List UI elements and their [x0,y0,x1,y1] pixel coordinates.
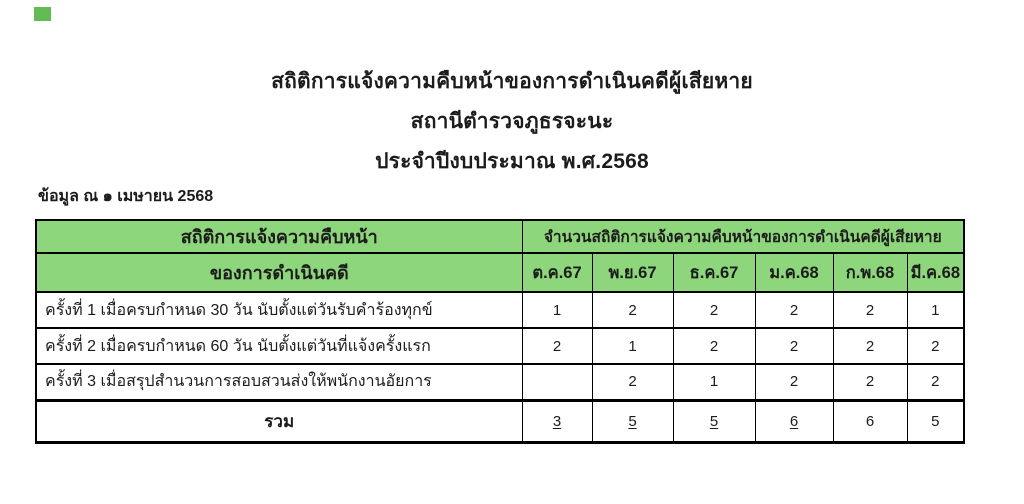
page-title-line3: ประจำปีงบประมาณ พ.ศ.2568 [375,150,649,173]
value-cell: 1 [906,291,966,329]
total-value-cell: 3 [521,398,593,444]
month-header-nov67: พ.ย.67 [591,252,674,293]
value-cell: 1 [521,291,593,329]
row-label: ครั้งที่ 1 เมื่อครบกำหนด 30 วัน นับตั้งแ… [35,291,523,329]
header-case-title: ของการดำเนินคดี [35,252,523,293]
green-corner-marker [34,7,51,21]
row-label: ครั้งที่ 3 เมื่อสรุปสำนวนการสอบสวนส่งให้… [35,363,523,401]
title-block: สถิติการแจ้งความคืบหน้าของการดำเนินคดีผู… [0,0,1024,182]
value-cell: 2 [754,363,834,401]
header-progress-title: สถิติการแจ้งความคืบหน้า [35,219,523,254]
month-header-feb68: ก.พ.68 [832,252,908,293]
table-row-1: ครั้งที่ 1 เมื่อครบกำหนด 30 วัน นับตั้งแ… [35,291,966,329]
value-cell: 2 [906,363,966,401]
month-header-jan68: ม.ค.68 [754,252,834,293]
value-cell: 1 [672,363,756,401]
value-cell: 2 [672,291,756,329]
value-cell: 2 [754,327,834,365]
total-value-cell: 5 [672,398,756,444]
value-cell: 2 [832,327,908,365]
header-span-title: จำนวนสถิติการแจ้งความคืบหน้าของการดำเนิน… [521,219,966,254]
stats-table-wrapper: สถิติการแจ้งความคืบหน้า จำนวนสถิติการแจ้… [35,219,966,444]
value-cell: 2 [754,291,834,329]
value-cell: 2 [591,291,674,329]
total-value-cell: 5 [906,398,966,444]
value-cell [521,363,593,401]
total-value-cell: 5 [591,398,674,444]
stats-table: สถิติการแจ้งความคืบหน้า จำนวนสถิติการแจ้… [35,219,966,444]
header-row-2: ของการดำเนินคดี ต.ค.67 พ.ย.67 ธ.ค.67 ม.ค… [35,252,966,293]
value-cell: 2 [832,363,908,401]
data-as-of-label: ข้อมูล ณ ๑ เมษายน 2568 [38,188,214,205]
page-title-line1: สถิติการแจ้งความคืบหน้าของการดำเนินคดีผู… [271,70,753,93]
value-cell: 1 [591,327,674,365]
month-header-mar68: มี.ค.68 [906,252,966,293]
value-cell: 2 [591,363,674,401]
month-header-dec67: ธ.ค.67 [672,252,756,293]
table-row-2: ครั้งที่ 2 เมื่อครบกำหนด 60 วัน นับตั้งแ… [35,327,966,365]
row-label: ครั้งที่ 2 เมื่อครบกำหนด 60 วัน นับตั้งแ… [35,327,523,365]
value-cell: 2 [906,327,966,365]
header-row-1: สถิติการแจ้งความคืบหน้า จำนวนสถิติการแจ้… [35,219,966,254]
value-cell: 2 [521,327,593,365]
value-cell: 2 [672,327,756,365]
table-row-3: ครั้งที่ 3 เมื่อสรุปสำนวนการสอบสวนส่งให้… [35,363,966,401]
total-label: รวม [35,398,523,444]
total-value-cell: 6 [832,398,908,444]
value-cell: 2 [832,291,908,329]
page-title-line2: สถานีตำรวจภูธรจะนะ [410,110,614,133]
total-row: รวม 3 5 5 6 6 5 [35,398,966,444]
total-value-cell: 6 [754,398,834,444]
month-header-oct67: ต.ค.67 [521,252,593,293]
